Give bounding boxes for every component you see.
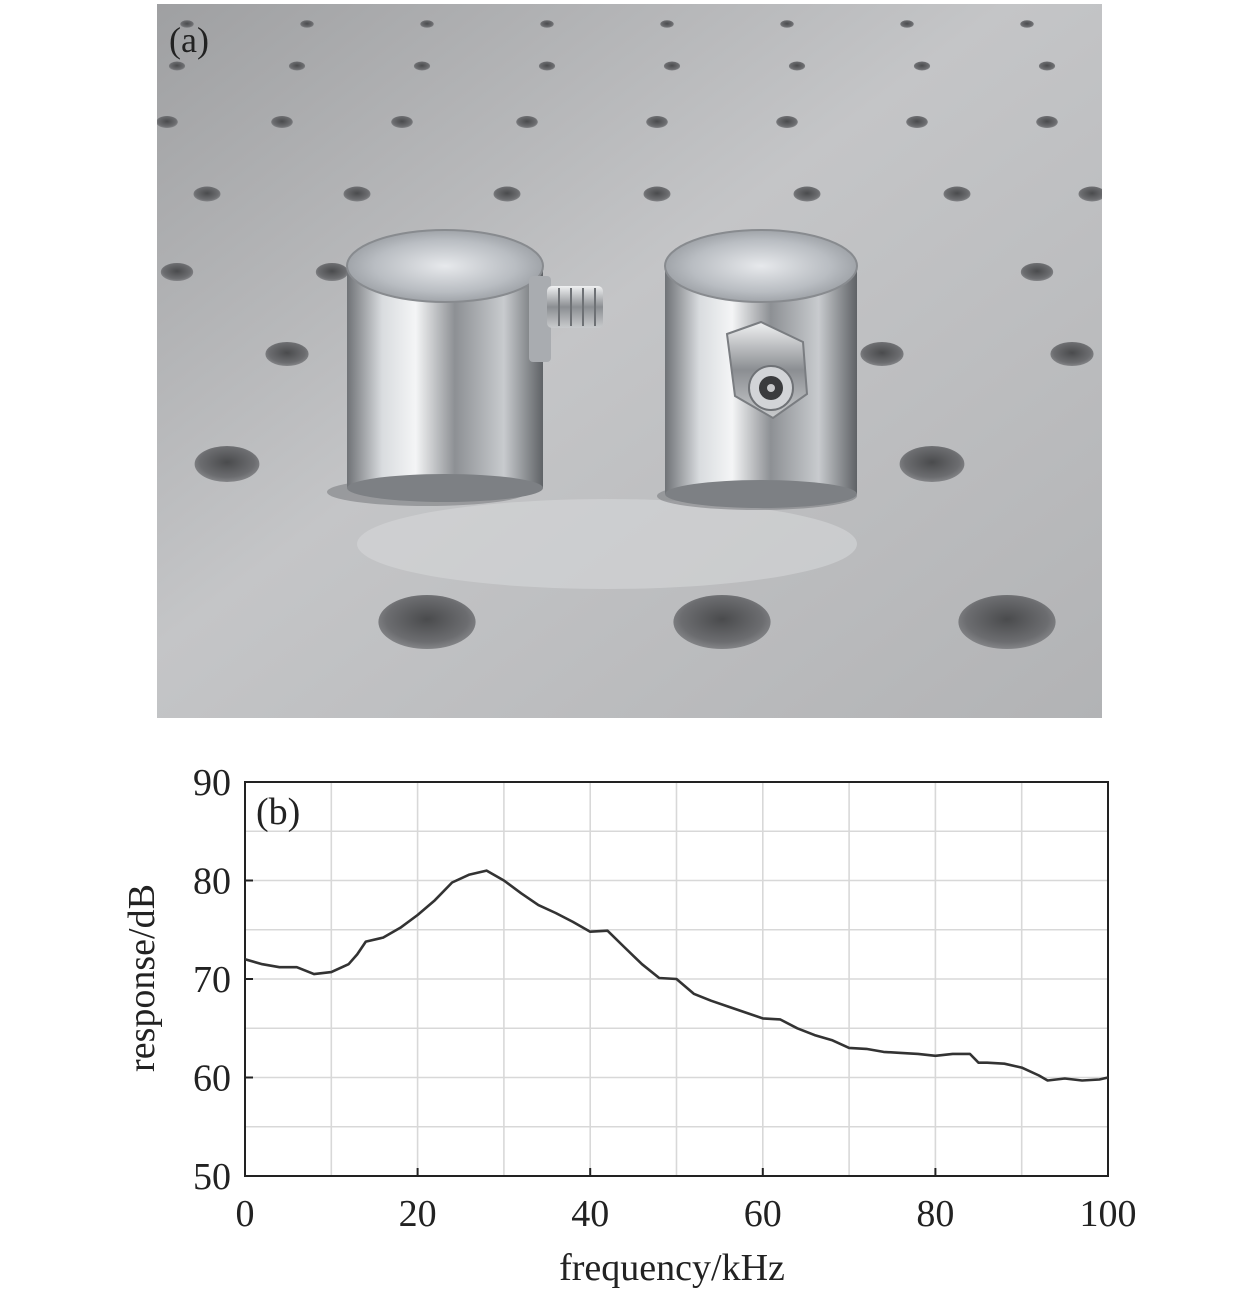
table-hole [1020,20,1034,28]
table-hole [168,61,186,71]
x-tick-labels: 0 20 40 60 80 100 [236,1193,1137,1235]
table-hole [793,186,821,202]
table-hole [194,446,260,482]
table-hole [538,61,556,71]
table-hole [1050,342,1094,366]
table-hole [315,263,349,281]
y-tick-label: 60 [193,1058,231,1100]
front-connector [725,320,809,420]
panel-b-label: (b) [256,791,300,833]
right-sensor [657,229,858,510]
grid-major [245,782,1108,1176]
y-axis-label: response/dB [121,884,163,1072]
y-tick-label: 70 [193,959,231,1001]
table-hole [180,20,194,28]
table-hole [265,342,309,366]
x-tick-label: 20 [399,1193,437,1235]
table-holes [157,20,1102,649]
table-hole [788,61,806,71]
table-hole [663,61,681,71]
table-hole [391,116,413,128]
y-tick-label: 80 [193,861,231,903]
table-hole [1036,116,1058,128]
x-axis-label: frequency/kHz [559,1247,785,1289]
table-reflection [357,499,857,589]
table-hole [413,61,431,71]
x-tick-label: 80 [916,1193,954,1235]
side-connector [529,276,603,362]
table-hole [160,263,194,281]
table-hole [643,186,671,202]
table-hole [776,116,798,128]
table-hole [646,116,668,128]
x-tick-label: 100 [1080,1193,1137,1235]
table-hole [378,595,476,649]
optical-table [157,4,1102,718]
table-hole [660,20,674,28]
table-hole [1020,263,1054,281]
table-hole [271,116,293,128]
table-hole [906,116,928,128]
grid-minor [245,782,1108,1176]
table-hole [420,20,434,28]
panel-a-label: (a) [169,20,209,60]
axis-ticks [244,781,1109,1177]
table-hole [913,61,931,71]
table-hole [1038,61,1056,71]
table-hole [1078,186,1102,202]
x-tick-label: 40 [571,1193,609,1235]
response-chart: 0 20 40 60 80 100 50 60 70 80 90 (b) frequency/kH… [121,762,1137,1289]
y-tick-label: 90 [193,762,231,804]
table-hole [343,186,371,202]
table-hole [300,20,314,28]
table-hole [943,186,971,202]
table-hole [673,595,771,649]
table-hole [193,186,221,202]
response-line [244,869,1109,1082]
y-tick-labels: 50 60 70 80 90 [193,762,231,1198]
sensor-photo: (a) [157,4,1102,718]
table-hole [900,20,914,28]
table-hole [958,595,1056,649]
left-sensor [327,229,603,506]
table-hole [860,342,904,366]
table-hole [493,186,521,202]
table-hole [157,116,178,128]
y-tick-label: 50 [193,1156,231,1198]
table-hole [516,116,538,128]
x-tick-label: 60 [744,1193,782,1235]
table-hole [540,20,554,28]
x-tick-label: 0 [236,1193,255,1235]
table-hole [780,20,794,28]
table-hole [288,61,306,71]
table-hole [899,446,965,482]
